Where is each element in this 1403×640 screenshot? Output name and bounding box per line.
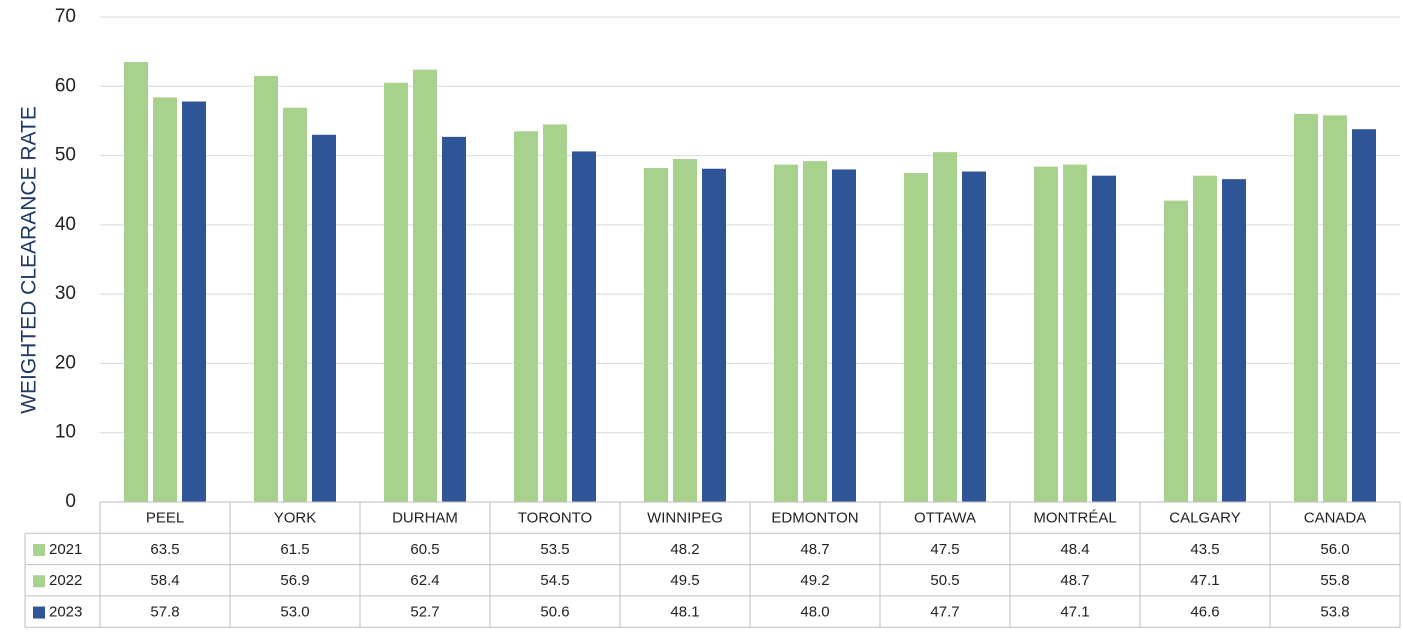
bar	[1092, 175, 1116, 502]
table-value: 47.1	[1190, 572, 1219, 589]
table-value: 56.9	[280, 572, 309, 589]
table-value: 56.0	[1320, 541, 1349, 558]
bar	[1294, 114, 1318, 502]
table-value: 48.7	[1060, 572, 1089, 589]
y-tick-label: 10	[55, 422, 76, 443]
bar	[803, 161, 827, 502]
bar	[832, 169, 856, 502]
bar	[283, 107, 307, 502]
table-value: 52.7	[410, 604, 439, 621]
table-value: 48.1	[670, 604, 699, 621]
bar	[1164, 200, 1188, 502]
table-value: 54.5	[540, 572, 569, 589]
bar	[312, 134, 336, 503]
y-tick-label: 40	[55, 214, 76, 235]
table-value: 48.4	[1060, 541, 1089, 558]
legend-swatch	[33, 606, 45, 619]
y-tick-label: 70	[55, 6, 76, 27]
table-value: 43.5	[1190, 541, 1219, 558]
x-tick-label: TORONTO	[518, 510, 592, 527]
table-value: 53.0	[280, 604, 309, 621]
bar	[962, 171, 986, 502]
x-tick-label: CANADA	[1304, 510, 1367, 527]
bar	[572, 151, 596, 502]
bar	[124, 62, 148, 503]
x-tick-label: OTTAWA	[914, 510, 976, 527]
y-axis-label: WEIGHTED CLEARANCE RATE	[18, 106, 41, 414]
bar	[1222, 179, 1246, 502]
y-tick-label: 50	[55, 145, 76, 166]
table-value: 57.8	[150, 604, 179, 621]
x-tick-label: EDMONTON	[771, 510, 858, 527]
table-value: 48.0	[800, 604, 829, 621]
bar	[442, 136, 466, 502]
bar	[673, 159, 697, 503]
table-value: 58.4	[150, 572, 179, 589]
bar	[153, 97, 177, 502]
table-value: 60.5	[410, 541, 439, 558]
y-tick-label: 0	[65, 491, 76, 512]
bar	[514, 131, 538, 503]
x-tick-label: CALGARY	[1169, 510, 1240, 527]
x-tick-label: MONTRÉAL	[1033, 510, 1116, 527]
legend-swatch	[33, 543, 45, 556]
x-tick-label: YORK	[274, 510, 317, 527]
y-tick-label: 20	[55, 352, 76, 373]
bar	[933, 152, 957, 502]
bar	[774, 164, 798, 503]
legend-label: 2023	[49, 604, 82, 621]
table-value: 48.7	[800, 541, 829, 558]
bar	[1193, 175, 1217, 502]
table-value: 53.8	[1320, 604, 1349, 621]
legend-swatch	[33, 575, 45, 588]
x-tick-label: DURHAM	[392, 510, 458, 527]
bar	[1034, 166, 1058, 502]
bar	[543, 124, 567, 503]
bar	[384, 82, 408, 503]
table-value: 48.2	[670, 541, 699, 558]
bar	[904, 172, 928, 502]
table-value: 63.5	[150, 541, 179, 558]
y-tick-label: 60	[55, 75, 76, 96]
bar	[1323, 115, 1347, 502]
x-tick-label: PEEL	[146, 510, 184, 527]
bar	[254, 75, 278, 503]
table-value: 53.5	[540, 541, 569, 558]
bar	[702, 168, 726, 502]
table-value: 47.5	[930, 541, 959, 558]
table-value: 50.5	[930, 572, 959, 589]
table-value: 49.2	[800, 572, 829, 589]
table-value: 62.4	[410, 572, 439, 589]
table-value: 61.5	[280, 541, 309, 558]
bar	[1352, 129, 1376, 502]
bar	[644, 168, 668, 503]
table-value: 47.7	[930, 604, 959, 621]
bar	[1063, 164, 1087, 503]
y-tick-label: 30	[55, 283, 76, 304]
table-value: 47.1	[1060, 604, 1089, 621]
table-value: 49.5	[670, 572, 699, 589]
legend-label: 2021	[49, 541, 82, 558]
x-tick-label: WINNIPEG	[647, 510, 723, 527]
bar	[413, 69, 437, 503]
bar	[182, 101, 206, 503]
table-value: 50.6	[540, 604, 569, 621]
table-value: 55.8	[1320, 572, 1349, 589]
legend-label: 2022	[49, 572, 82, 589]
table-value: 46.6	[1190, 604, 1219, 621]
